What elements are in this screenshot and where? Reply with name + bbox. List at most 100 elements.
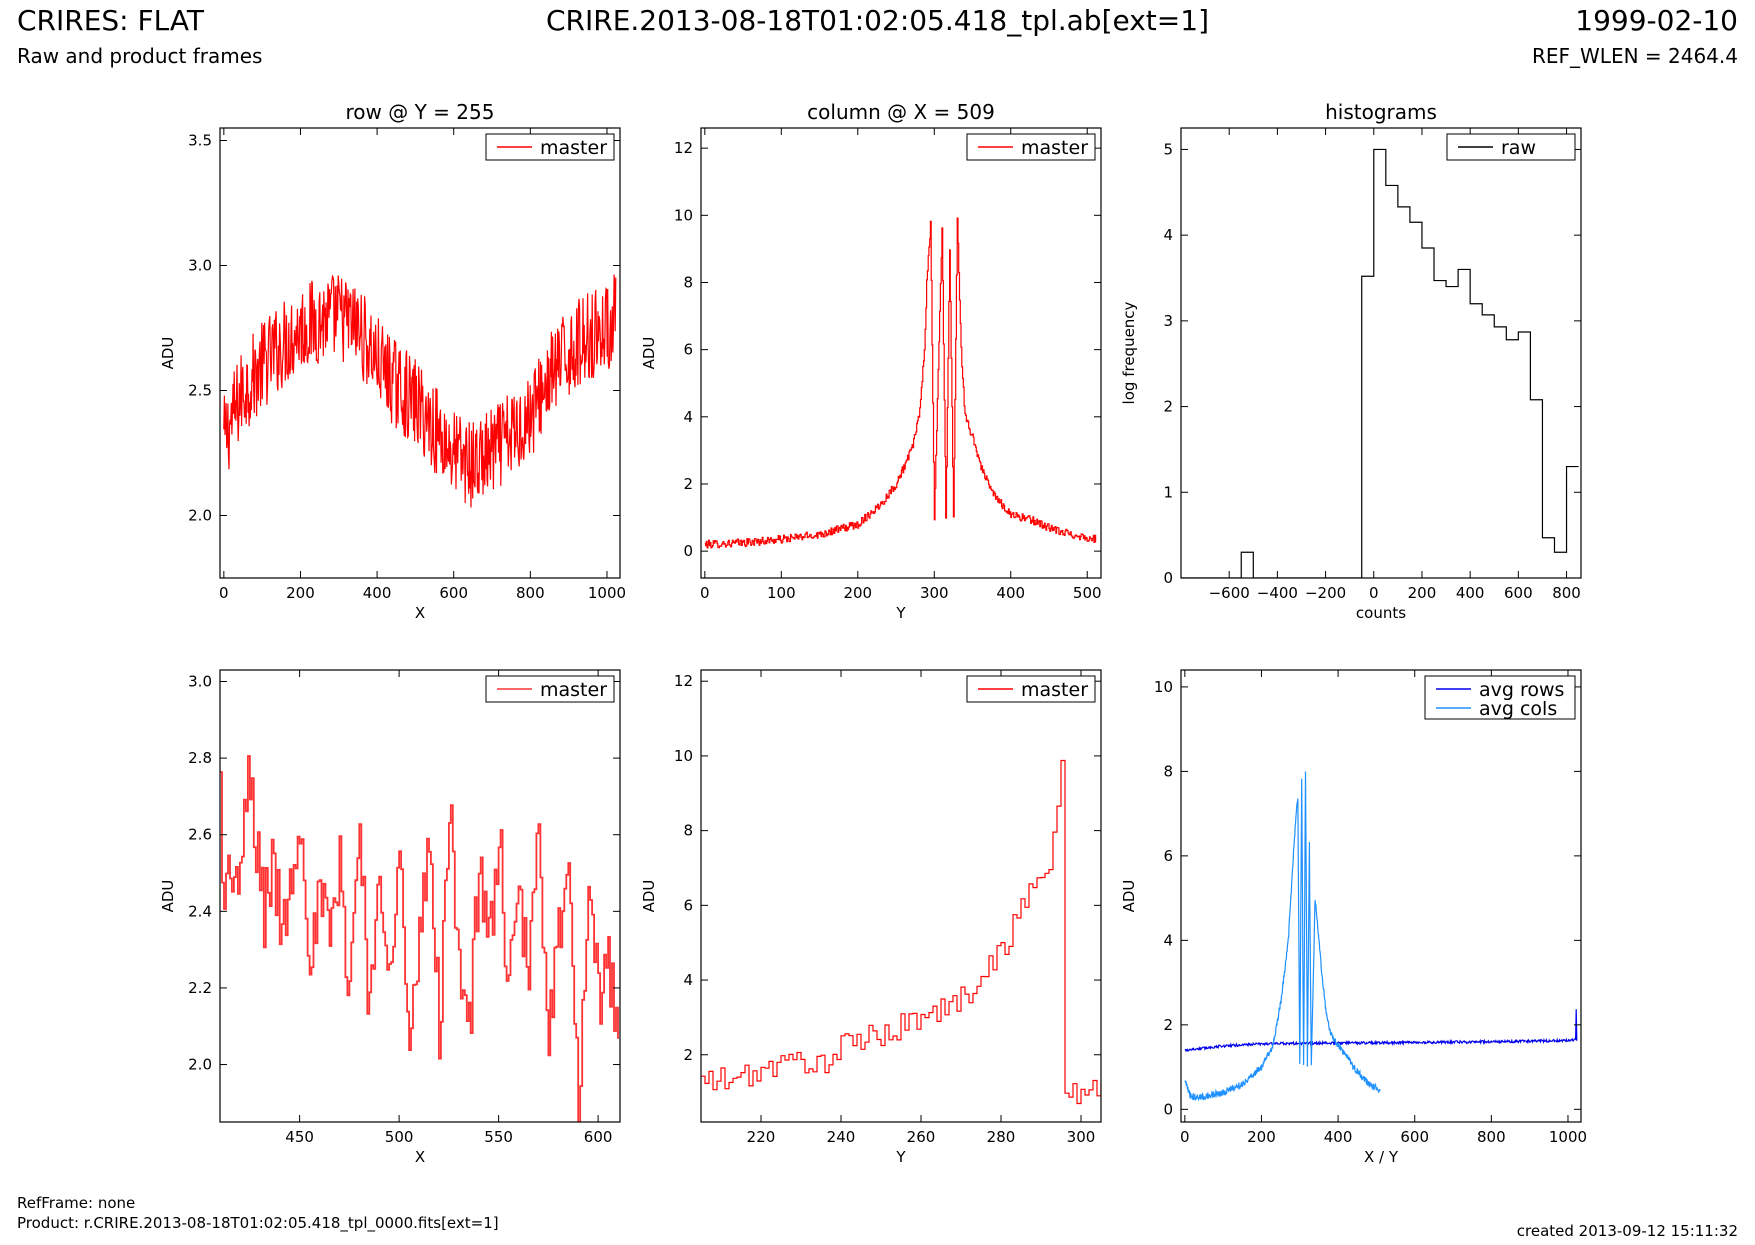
series-line-master (704, 217, 1097, 549)
y-tick-label: 12 (674, 672, 693, 690)
x-tick-label: 1000 (1549, 1128, 1587, 1146)
x-tick-label: 300 (920, 584, 949, 602)
x-tick-label: 550 (484, 1128, 513, 1146)
x-tick-label: 800 (1552, 584, 1581, 602)
y-axis-label: ADU (640, 337, 658, 370)
page-subtitle: Raw and product frames (17, 44, 263, 68)
series-line-master (701, 759, 1101, 1105)
y-axis-label: ADU (640, 880, 658, 913)
x-tick-label: 500 (1073, 584, 1102, 602)
y-tick-label: 8 (683, 822, 693, 840)
chart-title: column @ X = 509 (807, 100, 995, 124)
y-tick-label: 2 (683, 1046, 693, 1064)
y-tick-label: 3.0 (188, 257, 212, 275)
series-line-master (223, 274, 617, 508)
y-tick-label: 2.0 (188, 507, 212, 525)
series-line-avg-rows (1184, 1009, 1578, 1053)
y-tick-label: 2.2 (188, 979, 212, 997)
x-tick-label: 240 (827, 1128, 856, 1146)
chart-panel-5: 220 240 260 280 300 2 4 6 8 10 12 Y ADU master (640, 669, 1102, 1166)
y-tick-label: 5 (1163, 140, 1173, 158)
y-axis-label: ADU (159, 880, 177, 913)
y-tick-label: 2.8 (188, 749, 212, 767)
legend-label: avg rows (1479, 679, 1564, 701)
legend-label: master (1021, 137, 1088, 159)
x-tick-label: 600 (584, 1128, 613, 1146)
x-tick-label: 500 (385, 1128, 414, 1146)
chart-panel-4: 450 500 550 600 2.0 2.2 2.4 2.6 2.8 3.0 X ADU master (159, 669, 621, 1166)
legend-label: raw (1501, 137, 1536, 159)
chart-panel-1: 0 200 400 600 800 1000 2.0 2.5 3.0 3.5 row @ Y = 2… (159, 100, 626, 622)
x-tick-label: 200 (1247, 1128, 1276, 1146)
x-tick-label: 300 (1067, 1128, 1096, 1146)
x-tick-label: 200 (843, 584, 872, 602)
y-tick-label: 0 (1163, 1100, 1173, 1118)
y-tick-label: 8 (1163, 762, 1173, 780)
series-line-master (220, 755, 619, 1122)
x-tick-label: 400 (363, 584, 392, 602)
x-tick-label: −400 (1257, 584, 1298, 602)
product-label: Product: r.CRIRE.2013-08-18T01:02:05.418… (17, 1214, 499, 1232)
legend-label: master (540, 679, 607, 701)
y-tick-label: 4 (1163, 931, 1173, 949)
y-tick-label: 2.0 (188, 1056, 212, 1074)
legend-label: master (1021, 679, 1088, 701)
plot-frame (700, 127, 1102, 579)
y-tick-label: 2.5 (188, 382, 212, 400)
x-tick-label: 0 (700, 584, 710, 602)
x-tick-label: 200 (1408, 584, 1437, 602)
x-tick-label: 100 (767, 584, 796, 602)
y-tick-label: 6 (683, 341, 693, 359)
x-tick-label: 600 (439, 584, 468, 602)
file-name-title: CRIRE.2013-08-18T01:02:05.418_tpl.ab[ext… (545, 4, 1209, 37)
chart-panel-3: −600 −400 −200 0 200 400 600 800 0 1 2 3 4 5 histogram… (1120, 100, 1582, 622)
y-tick-label: 2.6 (188, 826, 212, 844)
y-tick-label: 4 (683, 971, 693, 989)
series-line-avg-cols (1184, 771, 1381, 1102)
x-tick-label: 400 (1456, 584, 1485, 602)
series-line-raw (1181, 148, 1579, 578)
legend-box (966, 675, 1096, 703)
reference-frame-label: RefFrame: none (17, 1194, 136, 1212)
plot-frame (219, 669, 621, 1123)
plot-frame (219, 127, 621, 579)
x-tick-label: −200 (1305, 584, 1346, 602)
x-tick-label: 800 (516, 584, 545, 602)
y-tick-label: 4 (1163, 226, 1173, 244)
y-tick-label: 10 (674, 747, 693, 765)
legend-box (1424, 675, 1576, 720)
y-tick-label: 3 (1163, 312, 1173, 330)
x-tick-label: 600 (1400, 1128, 1429, 1146)
chart-panel-6: 0 200 400 600 800 1000 0 2 4 6 8 10 X / Y ADU avg rows… (1120, 669, 1587, 1166)
x-tick-label: 220 (747, 1128, 776, 1146)
y-tick-label: 6 (1163, 847, 1173, 865)
x-tick-label: 800 (1477, 1128, 1506, 1146)
created-timestamp: created 2013-09-12 15:11:32 (1516, 1222, 1738, 1240)
chart-panel-2: 0 100 200 300 400 500 0 2 4 6 8 10 12 column @ X = 50… (640, 100, 1102, 622)
y-axis-label: ADU (1120, 880, 1138, 913)
y-tick-label: 8 (683, 273, 693, 291)
reference-wavelength: REF_WLEN = 2464.4 (1531, 44, 1738, 68)
y-tick-label: 0 (683, 542, 693, 560)
y-tick-label: 2 (1163, 1016, 1173, 1034)
legend-label: master (540, 137, 607, 159)
x-tick-label: 400 (1324, 1128, 1353, 1146)
y-tick-label: 3.5 (188, 132, 212, 150)
x-tick-label: 450 (285, 1128, 314, 1146)
x-tick-label: 600 (1504, 584, 1533, 602)
y-axis-label: ADU (159, 337, 177, 370)
chart-title: histograms (1325, 100, 1437, 124)
x-axis-label: X (415, 604, 425, 622)
x-tick-label: 280 (987, 1128, 1016, 1146)
y-tick-label: 12 (674, 139, 693, 157)
x-tick-label: 0 (1180, 1128, 1190, 1146)
x-tick-label: 1000 (588, 584, 626, 602)
x-tick-label: 400 (996, 584, 1025, 602)
x-tick-label: 0 (219, 584, 229, 602)
y-tick-label: 4 (683, 408, 693, 426)
x-tick-label: 0 (1369, 584, 1379, 602)
y-tick-label: 3.0 (188, 672, 212, 690)
x-axis-label: X / Y (1364, 1148, 1399, 1166)
y-tick-label: 6 (683, 896, 693, 914)
